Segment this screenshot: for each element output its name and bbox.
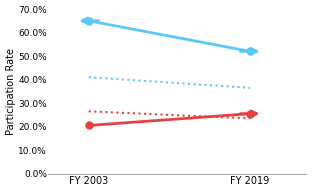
Y-axis label: Participation Rate: Participation Rate — [6, 48, 16, 135]
